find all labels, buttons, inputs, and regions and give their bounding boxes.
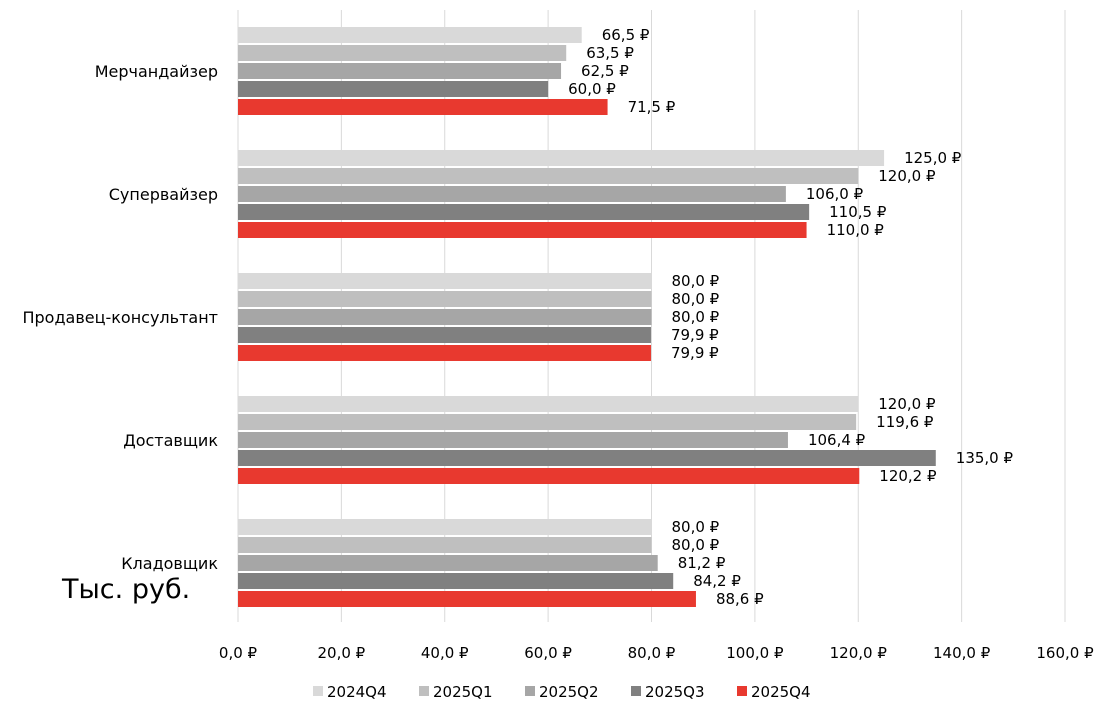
bar-2024Q4-4 xyxy=(238,519,652,535)
x-tick-label: 100,0 ₽ xyxy=(726,644,784,662)
bar-2025Q3-0 xyxy=(238,81,549,97)
bar-2025Q2-2 xyxy=(238,309,652,325)
x-tick-label: 0,0 ₽ xyxy=(219,644,258,662)
bar-2025Q4-0 xyxy=(238,99,608,115)
data-label: 79,9 ₽ xyxy=(671,326,719,344)
x-tick-label: 140,0 ₽ xyxy=(933,644,991,662)
bar-2025Q4-2 xyxy=(238,345,651,361)
data-label: 80,0 ₽ xyxy=(672,308,720,326)
data-label: 88,6 ₽ xyxy=(716,590,764,608)
x-axis-tick-labels: 0,0 ₽ 20,0 ₽ 40,0 ₽ 60,0 ₽ 80,0 ₽ 100,0 ₽ 120,… xyxy=(219,644,1094,662)
category-label: Супервайзер xyxy=(109,185,218,204)
bar-2024Q4-2 xyxy=(238,273,652,289)
bar-2025Q1-2 xyxy=(238,291,652,307)
bar-2025Q4-1 xyxy=(238,222,807,238)
data-labels: 66,5 ₽63,5 ₽62,5 ₽60,0 ₽71,5 ₽125,0 ₽120… xyxy=(568,26,1013,608)
bar-2025Q3-2 xyxy=(238,327,651,343)
data-label: 120,0 ₽ xyxy=(878,395,936,413)
data-label: 79,9 ₽ xyxy=(671,344,719,362)
legend-label: 2025Q2 xyxy=(539,683,599,701)
data-label: 119,6 ₽ xyxy=(876,413,934,431)
data-label: 120,2 ₽ xyxy=(879,467,937,485)
bar-2024Q4-0 xyxy=(238,27,582,43)
bar-2025Q1-4 xyxy=(238,537,652,553)
data-label: 66,5 ₽ xyxy=(602,26,650,44)
data-label: 62,5 ₽ xyxy=(581,62,629,80)
data-label: 125,0 ₽ xyxy=(904,149,962,167)
bars xyxy=(238,27,936,607)
legend-swatch-2025Q3 xyxy=(631,686,641,696)
x-tick-label: 20,0 ₽ xyxy=(318,644,366,662)
data-label: 135,0 ₽ xyxy=(956,449,1014,467)
legend-swatch-2025Q4 xyxy=(737,686,747,696)
unit-label: Тыс. руб. xyxy=(61,574,190,605)
legend-swatch-2024Q4 xyxy=(313,686,323,696)
legend-label: 2025Q1 xyxy=(433,683,493,701)
x-tick-label: 120,0 ₽ xyxy=(830,644,888,662)
bar-2025Q3-3 xyxy=(238,450,936,466)
category-label: Мерчандайзер xyxy=(95,62,218,81)
bar-2025Q3-1 xyxy=(238,204,810,220)
bar-2025Q2-4 xyxy=(238,555,658,571)
bar-2025Q2-0 xyxy=(238,63,562,79)
x-tick-label: 60,0 ₽ xyxy=(524,644,572,662)
x-tick-label: 80,0 ₽ xyxy=(628,644,676,662)
bar-2025Q1-1 xyxy=(238,168,859,184)
legend-swatch-2025Q2 xyxy=(525,686,535,696)
bar-2025Q2-1 xyxy=(238,186,786,202)
bar-2025Q4-3 xyxy=(238,468,860,484)
data-label: 60,0 ₽ xyxy=(568,80,616,98)
bar-2024Q4-1 xyxy=(238,150,885,166)
legend-swatch-2025Q1 xyxy=(419,686,429,696)
bar-2025Q2-3 xyxy=(238,432,788,448)
data-label: 110,0 ₽ xyxy=(827,221,885,239)
data-label: 63,5 ₽ xyxy=(586,44,634,62)
bar-2025Q3-4 xyxy=(238,573,674,589)
x-tick-label: 40,0 ₽ xyxy=(421,644,469,662)
bar-2025Q1-0 xyxy=(238,45,567,61)
data-label: 80,0 ₽ xyxy=(672,536,720,554)
data-label: 80,0 ₽ xyxy=(672,272,720,290)
data-label: 84,2 ₽ xyxy=(693,572,741,590)
data-label: 81,2 ₽ xyxy=(678,554,726,572)
legend: 2024Q4 2025Q1 2025Q2 2025Q3 2025Q4 xyxy=(313,683,811,701)
bar-2025Q1-3 xyxy=(238,414,857,430)
category-labels: Мерчандайзер Супервайзер Продавец-консульт… xyxy=(22,62,218,573)
legend-label: 2024Q4 xyxy=(327,683,387,701)
data-label: 120,0 ₽ xyxy=(878,167,936,185)
bar-2024Q4-3 xyxy=(238,396,859,412)
category-label: Кладовщик xyxy=(121,554,218,573)
data-label: 80,0 ₽ xyxy=(672,290,720,308)
category-label: Доставщик xyxy=(123,431,218,450)
category-label: Продавец-консультант xyxy=(22,308,218,327)
legend-label: 2025Q3 xyxy=(645,683,705,701)
data-label: 106,0 ₽ xyxy=(806,185,864,203)
data-label: 80,0 ₽ xyxy=(672,518,720,536)
data-label: 71,5 ₽ xyxy=(628,98,676,116)
data-label: 106,4 ₽ xyxy=(808,431,866,449)
data-label: 110,5 ₽ xyxy=(829,203,887,221)
x-tick-label: 160,0 ₽ xyxy=(1036,644,1094,662)
bar-2025Q4-4 xyxy=(238,591,696,607)
legend-label: 2025Q4 xyxy=(751,683,811,701)
